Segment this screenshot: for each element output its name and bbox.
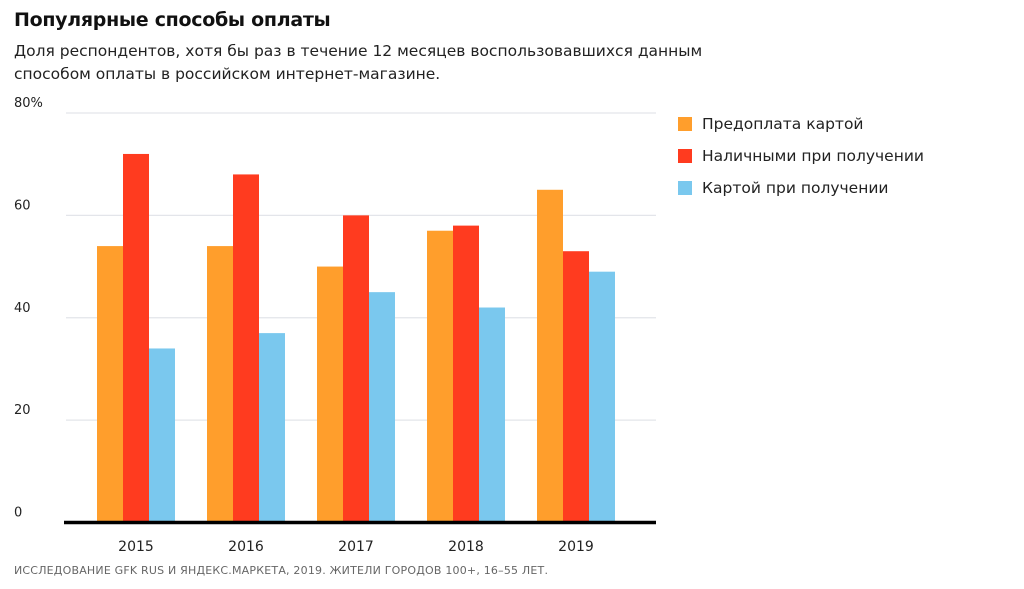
x-tick-label: 2015 [118,539,154,555]
legend-label: Предоплата картой [702,115,864,133]
bar-2015-2 [149,348,175,523]
source-note: ИССЛЕДОВАНИЕ GFK RUS И ЯНДЕКС.МАРКЕТА, 2… [14,564,549,577]
x-tick-label: 2018 [448,539,484,555]
bar-2015-1 [123,153,149,523]
bar-2018-0 [427,230,453,523]
bar-2017-1 [343,215,369,523]
bar-2017-0 [317,266,343,523]
bar-2016-0 [207,246,233,523]
legend-label: Наличными при получении [702,147,925,165]
legend-item: Картой при получении [678,172,924,204]
bar-2018-2 [479,307,505,523]
legend: Предоплата картой Наличными при получени… [678,108,924,204]
bar-2016-2 [259,333,285,523]
y-tick-label: 60 [14,198,31,213]
bar-2015-0 [97,246,123,523]
bar-2019-1 [563,251,589,523]
x-tick-label: 2017 [338,539,374,555]
x-tick-label: 2016 [228,539,264,555]
y-tick-label: 20 [14,403,31,418]
legend-label: Картой при получении [702,179,889,197]
legend-swatch [678,149,692,163]
bar-2019-0 [537,189,563,523]
legend-swatch [678,117,692,131]
legend-item: Предоплата картой [678,108,924,140]
y-tick-label: 40 [14,301,31,316]
chart-title: Популярные способы оплаты [14,9,331,31]
bar-2019-2 [589,271,615,523]
legend-swatch [678,181,692,195]
y-tick-label: 80% [14,96,43,111]
bar-2017-2 [369,292,395,523]
bar-2018-1 [453,225,479,523]
legend-item: Наличными при получении [678,140,924,172]
x-tick-label: 2019 [558,539,594,555]
y-tick-label: 0 [14,506,22,521]
bar-2016-1 [233,174,259,523]
chart-subtitle: Доля респондентов, хотя бы раз в течение… [14,42,703,83]
